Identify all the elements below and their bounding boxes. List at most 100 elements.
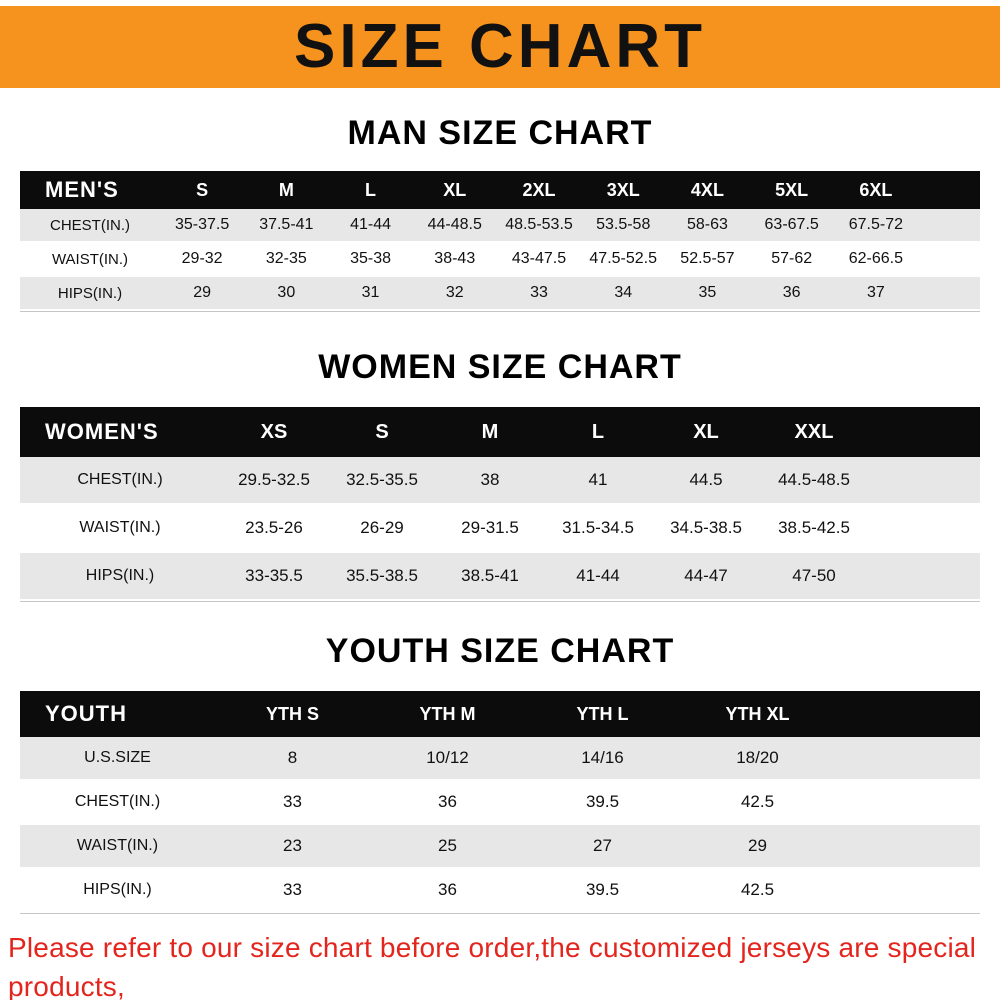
cell-value: 34: [614, 284, 633, 301]
column-header: M: [481, 420, 499, 443]
cell-value: 35: [698, 284, 717, 301]
column-header: YTH L: [576, 703, 629, 724]
women-table-header-row: WOMEN'S XS S M L XL XXL: [20, 407, 980, 457]
cell-value: 62-66.5: [848, 250, 903, 267]
table-row: HIPS(IN.) 29 30 31 32 33 34 35 36 37: [20, 277, 980, 311]
footer-line-1: Please refer to our size chart before or…: [8, 932, 977, 1000]
column-header: YTH XL: [725, 703, 790, 724]
cell-value: 36: [438, 880, 457, 899]
cell-value: 27: [593, 836, 612, 855]
row-label: CHEST(IN.): [50, 216, 130, 234]
youth-size-table: YOUTH YTH S YTH M YTH L YTH XL U.S.SIZE 8 10/12…: [20, 691, 980, 914]
column-header: YTH M: [419, 703, 476, 724]
cell-value: 34.5-38.5: [670, 518, 742, 537]
cell-value: 43-47.5: [511, 250, 567, 267]
youth-corner-label: YOUTH: [45, 701, 127, 726]
cell-value: 37: [866, 284, 885, 301]
cell-value: 67.5-72: [848, 216, 903, 233]
cell-value: 57-62: [771, 250, 813, 267]
cell-value: 35.5-38.5: [346, 566, 418, 585]
cell-value: 33: [530, 284, 548, 301]
column-header: XL: [693, 420, 719, 443]
cell-value: 14/16: [581, 748, 624, 767]
cell-value: 36: [438, 792, 457, 811]
youth-size-chart-section: YOUTH SIZE CHART YOUTH YTH S YTH M YTH L YTH …: [0, 632, 1000, 914]
table-row: WAIST(IN.) 29-32 32-35 35-38 38-43 43-47.5 47.…: [20, 243, 980, 277]
table-row: U.S.SIZE 8 10/12 14/16 18/20: [20, 737, 980, 781]
column-header: L: [365, 179, 377, 200]
cell-value: 29.5-32.5: [238, 470, 310, 489]
cell-value: 41: [588, 470, 608, 489]
men-corner-label: MEN'S: [45, 177, 119, 202]
cell-value: 23.5-26: [245, 518, 303, 537]
cell-value: 38.5-41: [461, 566, 519, 585]
cell-value: 47-50: [792, 566, 836, 585]
size-chart-banner: SIZE CHART: [0, 6, 1000, 88]
column-header: L: [591, 420, 605, 443]
table-row: CHEST(IN.) 29.5-32.5 32.5-35.5 38 41 44.5 44.5…: [20, 457, 980, 505]
cell-value: 23: [283, 836, 302, 855]
cell-value: 41-44: [576, 566, 620, 585]
cell-value: 10/12: [426, 748, 469, 767]
banner-title: SIZE CHART: [294, 12, 706, 81]
row-label: U.S.SIZE: [84, 749, 151, 766]
men-size-chart-section: MAN SIZE CHART MEN'S S M L XL 2XL 3XL 4XL 5XL 6XL C…: [0, 114, 1000, 312]
cell-value: 29: [748, 836, 767, 855]
table-row: WAIST(IN.) 23.5-26 26-29 29-31.5 31.5-34.5 34…: [20, 505, 980, 553]
cell-value: 26-29: [360, 518, 404, 537]
column-header: 6XL: [859, 179, 893, 200]
row-label: HIPS(IN.): [85, 567, 155, 584]
youth-size-chart-heading: YOUTH SIZE CHART: [325, 632, 675, 670]
cell-value: 8: [287, 748, 298, 767]
column-header: 4XL: [690, 179, 724, 200]
cell-value: 38-43: [434, 250, 476, 267]
column-header: 3XL: [606, 179, 640, 200]
footer-disclaimer: Please refer to our size chart before or…: [8, 928, 994, 1000]
column-header: S: [196, 179, 209, 200]
cell-value: 47.5-52.5: [589, 250, 658, 267]
cell-value: 63-67.5: [764, 216, 819, 233]
table-row: HIPS(IN.) 33 36 39.5 42.5: [20, 869, 980, 913]
youth-table-header-row: YOUTH YTH S YTH M YTH L YTH XL: [20, 691, 980, 737]
women-corner-label: WOMEN'S: [45, 419, 159, 444]
row-label: WAIST(IN.): [51, 250, 129, 268]
men-size-table: MEN'S S M L XL 2XL 3XL 4XL 5XL 6XL CHEST(IN.) 35-37…: [20, 171, 980, 312]
cell-value: 35-38: [350, 250, 391, 267]
men-table-header-row: MEN'S S M L XL 2XL 3XL 4XL 5XL 6XL: [20, 171, 980, 209]
cell-value: 29-32: [181, 250, 223, 267]
cell-value: 31.5-34.5: [562, 518, 634, 537]
table-row: CHEST(IN.) 35-37.5 37.5-41 41-44 44-48.5 48.5…: [20, 209, 980, 243]
cell-value: 38.5-42.5: [778, 518, 850, 537]
size-chart-sections: MAN SIZE CHART MEN'S S M L XL 2XL 3XL 4XL 5XL 6XL C…: [0, 114, 1000, 914]
men-size-chart-heading: MAN SIZE CHART: [347, 114, 653, 152]
row-label: HIPS(IN.): [83, 881, 152, 898]
cell-value: 36: [782, 284, 801, 301]
cell-value: 30: [277, 284, 296, 301]
cell-value: 42.5: [740, 792, 775, 811]
cell-value: 38: [480, 470, 500, 489]
cell-value: 29-31.5: [461, 518, 519, 537]
cell-value: 44.5-48.5: [778, 470, 850, 489]
cell-value: 39.5: [585, 880, 620, 899]
cell-value: 37.5-41: [259, 216, 314, 233]
women-size-table: WOMEN'S XS S M L XL XXL CHEST(IN.) 29.5-32.5 32.5…: [20, 407, 980, 602]
row-label: CHEST(IN.): [77, 471, 163, 488]
cell-value: 39.5: [585, 792, 620, 811]
cell-value: 33-35.5: [245, 566, 303, 585]
women-size-chart-heading: WOMEN SIZE CHART: [318, 348, 682, 386]
row-label: HIPS(IN.): [57, 284, 123, 302]
cell-value: 44.5: [689, 470, 723, 489]
cell-value: 31: [361, 284, 380, 301]
row-label: WAIST(IN.): [76, 837, 159, 854]
cell-value: 48.5-53.5: [505, 216, 573, 233]
cell-value: 44-48.5: [427, 216, 482, 233]
column-header: 5XL: [775, 179, 809, 200]
cell-value: 58-63: [686, 216, 728, 233]
cell-value: 18/20: [736, 748, 779, 767]
cell-value: 42.5: [740, 880, 775, 899]
table-row: HIPS(IN.) 33-35.5 35.5-38.5 38.5-41 41-44 44-…: [20, 553, 980, 601]
row-label: CHEST(IN.): [74, 793, 161, 810]
column-header: XL: [443, 179, 467, 200]
women-size-chart-section: WOMEN SIZE CHART WOMEN'S XS S M L XL XXL CHEST(I…: [0, 348, 1000, 602]
